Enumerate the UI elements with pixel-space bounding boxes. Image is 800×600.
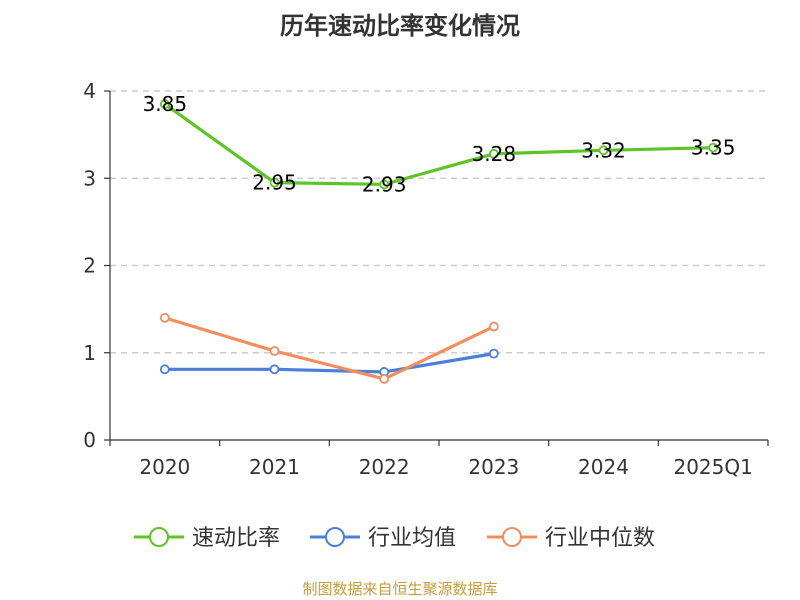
data-label: 3.35 (691, 136, 736, 160)
data-point (159, 99, 170, 109)
x-tick-label-2021: 2021 (249, 455, 300, 479)
data-point (488, 148, 499, 159)
data-point (379, 179, 390, 190)
legend-item-2[interactable]: 行业中位数 (487, 526, 655, 551)
data-label: 3.28 (472, 142, 517, 166)
x-tick-label-2024: 2024 (578, 455, 629, 479)
series-line-2 (164, 316, 495, 381)
legend-label: 行业中位数 (545, 526, 655, 551)
data-labels: 3.85 2.95 2.93 3.28 3.32 3.35 (143, 92, 736, 196)
legend-label: 行业均值 (368, 526, 456, 551)
data-point (269, 346, 280, 356)
data-point (708, 142, 719, 153)
data-point (598, 145, 609, 156)
data-label: 2.93 (362, 172, 407, 196)
data-point (488, 321, 499, 332)
legend-marker (149, 527, 169, 547)
data-label: 3.85 (143, 92, 188, 116)
legend: 速动比率 行业均值 行业中位数 (134, 526, 655, 551)
data-source-note: 制图数据来自恒生聚源数据库 (302, 580, 498, 598)
data-point (379, 374, 390, 384)
data-point (159, 312, 170, 323)
y-tick-label: 0 (83, 428, 96, 452)
y-tick-label: 1 (83, 341, 96, 365)
data-point (159, 364, 170, 375)
y-tick-label: 4 (83, 79, 96, 103)
series-line-0 (163, 102, 714, 186)
legend-marker (325, 527, 345, 547)
legend-label: 速动比率 (192, 526, 280, 551)
y-tick-label: 2 (83, 254, 96, 278)
x-tick-label-2022: 2022 (359, 455, 410, 479)
data-point (269, 177, 280, 188)
x-tick-label-2020: 2020 (139, 455, 190, 479)
data-point (269, 364, 280, 375)
chart-title: 历年速动比率变化情况 (280, 12, 520, 40)
legend-item-1[interactable]: 行业均值 (310, 526, 456, 551)
data-point (488, 348, 499, 359)
series-lines (159, 99, 719, 384)
data-label: 2.95 (252, 171, 297, 195)
axes: 0 1 2 3 4 2020 2021 2022 2023 2024 2025Q1 (83, 79, 769, 479)
grid-lines (110, 90, 768, 354)
legend-marker (502, 527, 522, 547)
data-label: 3.32 (581, 138, 626, 162)
series-line-1 (164, 352, 495, 374)
y-tick-label: 3 (83, 166, 96, 190)
x-tick-label-2023: 2023 (468, 455, 519, 479)
x-tick-label-2025Q1: 2025Q1 (673, 455, 752, 479)
legend-item-0[interactable]: 速动比率 (134, 526, 280, 551)
